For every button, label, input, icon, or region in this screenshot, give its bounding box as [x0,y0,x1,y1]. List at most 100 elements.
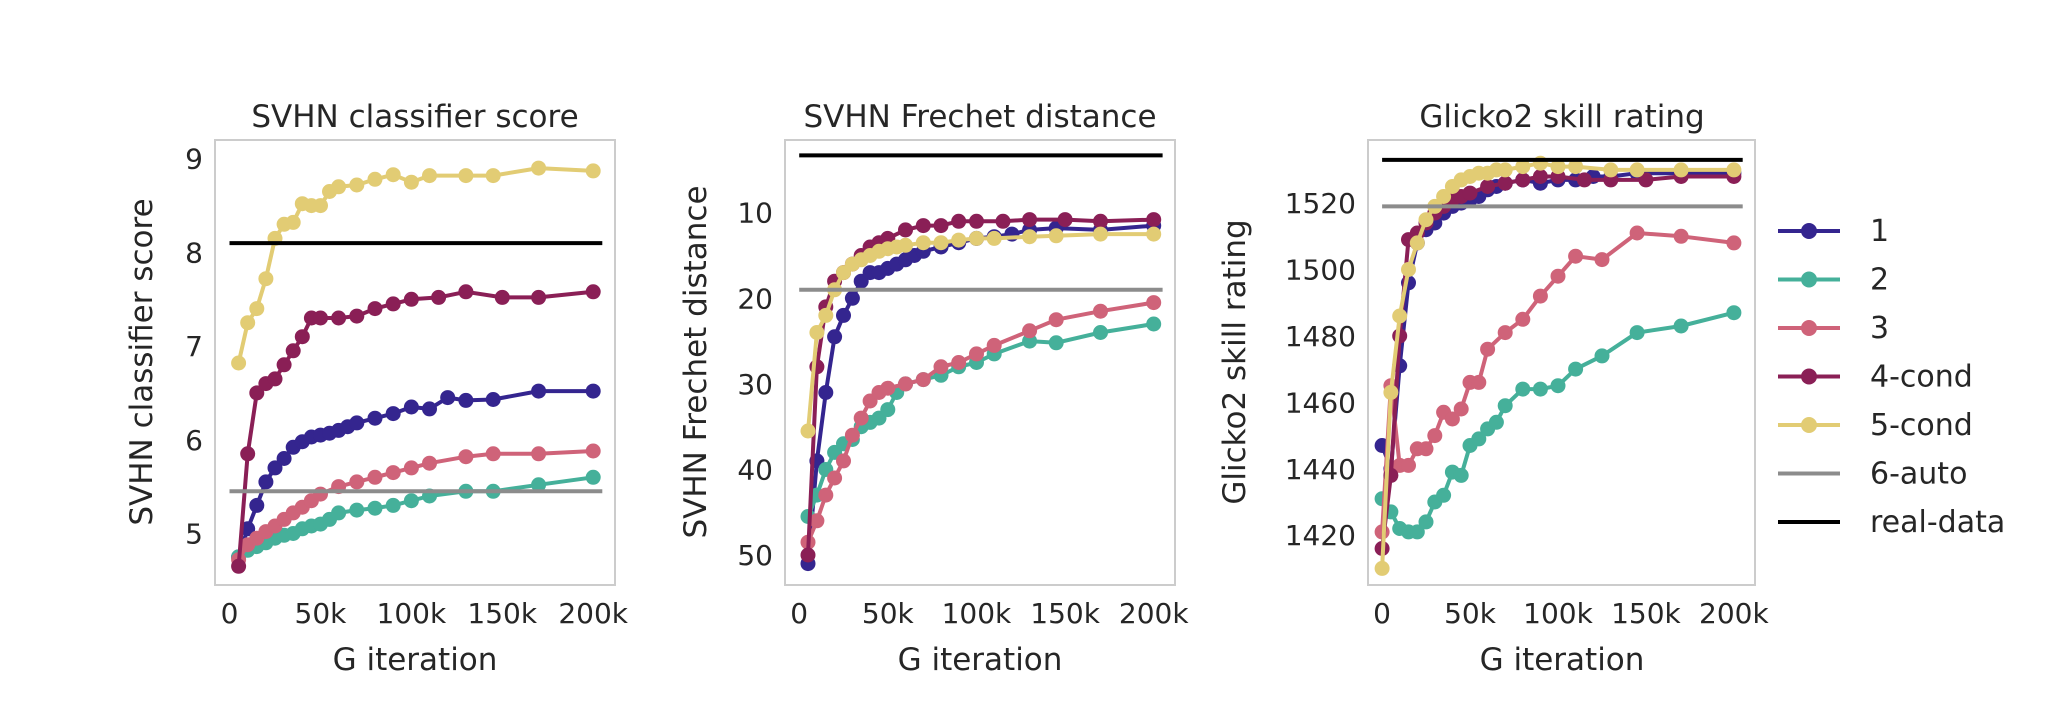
y-tick-label: 9 [185,143,203,176]
data-point-2 [331,505,347,521]
data-point-5-cond [800,423,816,439]
data-point-5-cond [422,168,437,184]
data-point-4-cond [249,385,265,401]
data-point-1 [844,290,860,306]
data-point-3 [349,474,365,490]
y-tick-label: 20 [737,282,773,315]
data-point-3 [853,410,869,426]
data-point-3 [1515,311,1531,327]
y-tick-label: 30 [737,368,773,401]
legend-swatch-marker [1801,320,1817,336]
data-point-4-cond [933,218,949,234]
data-point-3 [933,359,949,375]
data-point-4-cond [800,547,816,563]
y-tick-label: 5 [185,517,203,550]
data-point-3 [1629,225,1645,241]
panel-glicko2-rating: Glicko2 skill rating G iteration Glicko2… [1217,99,1769,678]
x-tick-label: 50k [295,597,348,630]
data-point-2 [1436,487,1452,503]
x-axis-label: G iteration [333,642,498,678]
data-point-4-cond [1638,172,1654,188]
data-point-1 [385,406,401,422]
data-point-2 [1673,318,1689,334]
x-axis-label: G iteration [1480,642,1645,678]
data-point-2 [1146,316,1162,332]
data-point-1 [276,451,292,466]
data-point-3 [1048,312,1064,328]
data-point-4-cond [285,343,301,359]
y-tick-label: 1520 [1285,187,1356,220]
data-point-5-cond [285,214,301,230]
data-point-3 [986,337,1002,353]
data-point-1 [403,399,419,415]
data-point-5-cond [1409,235,1425,251]
data-point-5-cond [1629,162,1645,178]
series-line-5-cond [236,166,594,364]
data-point-5-cond [1568,159,1584,175]
data-point-3 [880,380,896,396]
data-point-5-cond [1048,228,1064,244]
data-point-4-cond [531,289,547,305]
y-tick-label: 50 [737,539,773,572]
data-point-1 [585,383,601,399]
y-tick-label: 10 [737,197,773,230]
data-point-3 [531,446,547,462]
y-tick-label: 6 [185,424,203,457]
data-point-3 [385,465,401,481]
data-point-5-cond [951,232,967,248]
data-point-4-cond [494,289,510,305]
data-point-2 [1550,378,1566,394]
legend-label: 5-cond [1870,408,1973,443]
data-point-5-cond [485,168,501,184]
series-layer [799,153,1163,572]
data-point-5-cond [367,171,383,187]
x-tick-label: 200k [558,597,628,630]
data-point-2 [403,493,419,509]
data-point-1 [267,460,283,476]
data-point-5-cond [986,230,1002,246]
data-point-3 [1444,411,1460,427]
data-point-2 [585,469,601,485]
data-point-5-cond [231,355,247,371]
data-point-4-cond [1532,169,1548,184]
legend-label: 1 [1870,214,1889,249]
data-point-4-cond [1093,213,1108,229]
data-point-2 [349,502,365,518]
data-point-5-cond [403,174,419,190]
data-point-3 [809,513,825,529]
data-point-5-cond [240,315,256,331]
data-point-1 [818,385,834,400]
x-tick-label: 200k [1699,597,1769,630]
data-point-5-cond [458,168,474,184]
tick-layer: 0 50k 100k 150k 200k 10 20 30 40 50 [737,197,1189,630]
x-tick-label: 0 [790,597,808,630]
data-point-3 [1093,303,1108,319]
data-point-4-cond [1057,212,1073,228]
data-point-2 [367,500,383,516]
data-point-4-cond [1515,172,1531,188]
data-point-4-cond [313,310,328,326]
data-point-2 [1629,325,1645,341]
x-tick-label: 50k [862,597,915,630]
data-point-5-cond [349,177,365,193]
y-tick-label: 1460 [1285,386,1356,419]
data-point-4-cond [331,310,347,326]
x-axis-label: G iteration [898,642,1063,678]
data-point-2 [1409,524,1425,540]
data-point-3 [1550,268,1566,284]
legend-label: real-data [1870,505,2005,540]
data-point-3 [844,427,860,443]
data-point-3 [915,372,931,388]
data-point-3 [313,486,328,502]
data-point-4-cond [1146,212,1162,228]
data-point-4-cond [1497,175,1513,191]
data-point-4-cond [585,284,601,300]
data-point-2 [531,477,547,493]
data-point-1 [349,415,365,431]
data-point-2 [385,497,401,513]
data-point-3 [1401,457,1416,473]
data-point-4-cond [403,291,419,307]
data-point-2 [1048,335,1064,351]
data-point-4-cond [951,213,967,229]
